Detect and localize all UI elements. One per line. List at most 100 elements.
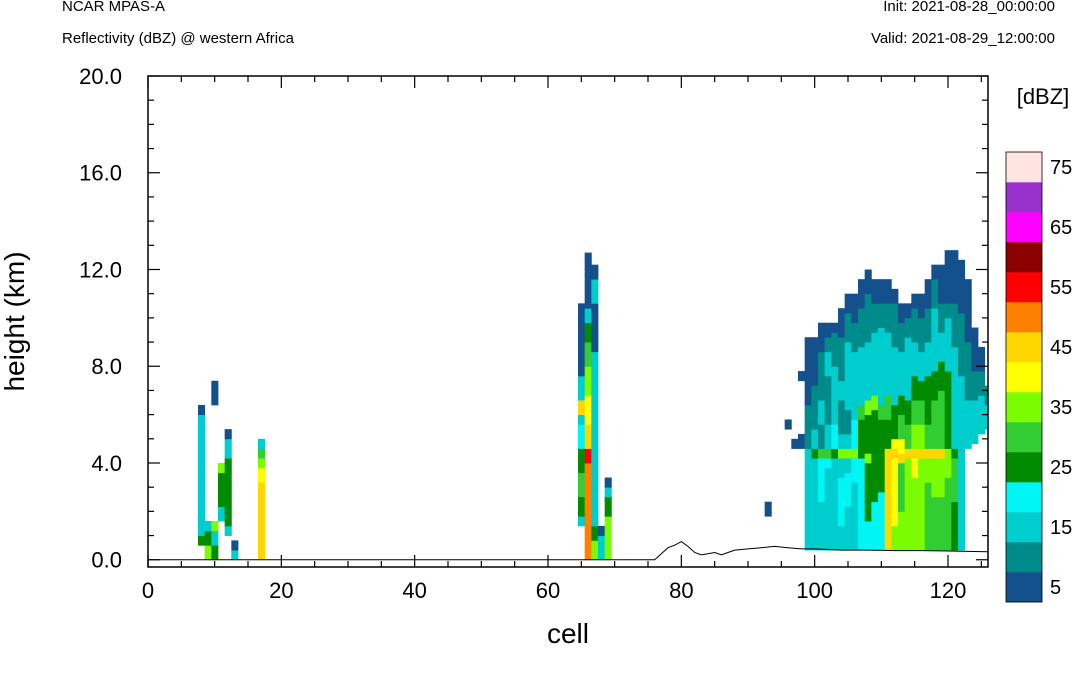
reflectivity-cell: [918, 424, 926, 449]
reflectivity-cell: [911, 342, 919, 377]
reflectivity-cell: [884, 375, 892, 396]
reflectivity-cell: [838, 400, 846, 435]
reflectivity-cell: [891, 458, 899, 488]
reflectivity-cell: [818, 424, 826, 449]
reflectivity-cell: [978, 395, 986, 420]
reflectivity-cell: [584, 424, 592, 449]
reflectivity-cell: [218, 506, 226, 522]
reflectivity-cell: [824, 467, 832, 517]
x-tick-label: 120: [930, 578, 967, 603]
reflectivity-cell: [904, 317, 912, 338]
reflectivity-cell: [898, 463, 906, 512]
reflectivity-cell: [924, 482, 932, 551]
reflectivity-cell: [831, 342, 839, 367]
colorbar-swatch: [1006, 302, 1042, 333]
reflectivity-cell: [224, 429, 232, 440]
plot-frame: [147, 75, 989, 568]
reflectivity-cell: [864, 279, 872, 295]
reflectivity-cell: [831, 395, 839, 425]
reflectivity-cell: [891, 404, 899, 440]
reflectivity-cell: [858, 419, 866, 449]
reflectivity-cell: [258, 458, 266, 469]
reflectivity-cell: [591, 424, 599, 449]
reflectivity-cell: [931, 279, 939, 309]
reflectivity-cell: [944, 250, 952, 304]
reflectivity-cell: [831, 332, 839, 343]
colorbar-label: 65: [1050, 217, 1072, 239]
reflectivity-cell: [591, 303, 599, 353]
reflectivity-cell: [918, 293, 926, 319]
reflectivity-cell: [891, 525, 899, 551]
reflectivity-cell: [818, 448, 826, 459]
reflectivity-cell: [871, 279, 879, 304]
reflectivity-cell: [958, 448, 966, 498]
reflectivity-cell: [851, 351, 859, 377]
reflectivity-cell: [964, 303, 972, 343]
reflectivity-cell: [924, 375, 932, 401]
x-tick-label: 60: [536, 578, 560, 603]
reflectivity-cell: [864, 366, 872, 401]
reflectivity-cell: [838, 322, 846, 338]
reflectivity-cell: [951, 448, 959, 459]
reflectivity-cell: [871, 303, 879, 333]
x-tick-label: 40: [402, 578, 426, 603]
reflectivity-cell: [924, 448, 932, 459]
reflectivity-cell: [851, 419, 859, 449]
reflectivity-cell: [884, 303, 892, 333]
reflectivity-cell: [591, 448, 599, 478]
y-tick-label: 0.0: [91, 548, 122, 573]
reflectivity-cell: [918, 501, 926, 551]
reflectivity-cell: [931, 424, 939, 449]
reflectivity-cell: [198, 438, 206, 522]
reflectivity-cell: [918, 400, 926, 425]
x-tick-label: 20: [269, 578, 293, 603]
reflectivity-cell: [824, 351, 832, 377]
reflectivity-cell: [858, 496, 866, 551]
reflectivity-cell: [864, 269, 872, 280]
reflectivity-cell: [958, 496, 966, 536]
reflectivity-cell: [584, 308, 592, 324]
reflectivity-cell: [944, 371, 952, 396]
reflectivity-cell: [891, 288, 899, 304]
reflectivity-cells: [198, 250, 989, 561]
reflectivity-cell: [958, 259, 966, 280]
reflectivity-cell: [851, 322, 859, 353]
reflectivity-cell: [971, 400, 979, 425]
reflectivity-cell: [851, 448, 859, 459]
reflectivity-cell: [964, 424, 972, 449]
reflectivity-cell: [791, 438, 799, 449]
reflectivity-cell: [864, 313, 872, 343]
reflectivity-cell: [918, 351, 926, 382]
reflectivity-cell: [844, 448, 852, 459]
reflectivity-cell: [878, 404, 886, 420]
reflectivity-cell: [824, 337, 832, 353]
reflectivity-cell: [944, 303, 952, 319]
reflectivity-cell: [978, 346, 986, 372]
colorbar-swatch: [1006, 542, 1042, 573]
colorbar-title: [dBZ]: [1017, 84, 1070, 109]
reflectivity-cell: [578, 496, 586, 517]
reflectivity-cell: [824, 516, 832, 551]
reflectivity-cell: [218, 463, 226, 474]
colorbar-label: 35: [1050, 397, 1072, 419]
reflectivity-cell: [818, 458, 826, 503]
reflectivity-cell: [924, 400, 932, 425]
colorbar-swatch: [1006, 272, 1042, 303]
reflectivity-cell: [824, 424, 832, 449]
reflectivity-cell: [858, 346, 866, 382]
reflectivity-cell: [591, 477, 599, 527]
reflectivity-cell: [898, 395, 906, 416]
reflectivity-cell: [884, 332, 892, 377]
reflectivity-cell: [798, 371, 806, 382]
reflectivity-cell: [871, 448, 879, 464]
colorbar-swatch: [1006, 362, 1042, 393]
reflectivity-cell: [818, 332, 826, 353]
reflectivity-cell: [958, 279, 966, 314]
reflectivity-cell: [944, 477, 952, 551]
reflectivity-cell: [864, 521, 872, 551]
reflectivity-cell: [971, 424, 979, 445]
reflectivity-cell: [844, 433, 852, 449]
reflectivity-cell: [224, 487, 232, 527]
reflectivity-cell: [871, 409, 879, 449]
reflectivity-cell: [804, 404, 812, 425]
